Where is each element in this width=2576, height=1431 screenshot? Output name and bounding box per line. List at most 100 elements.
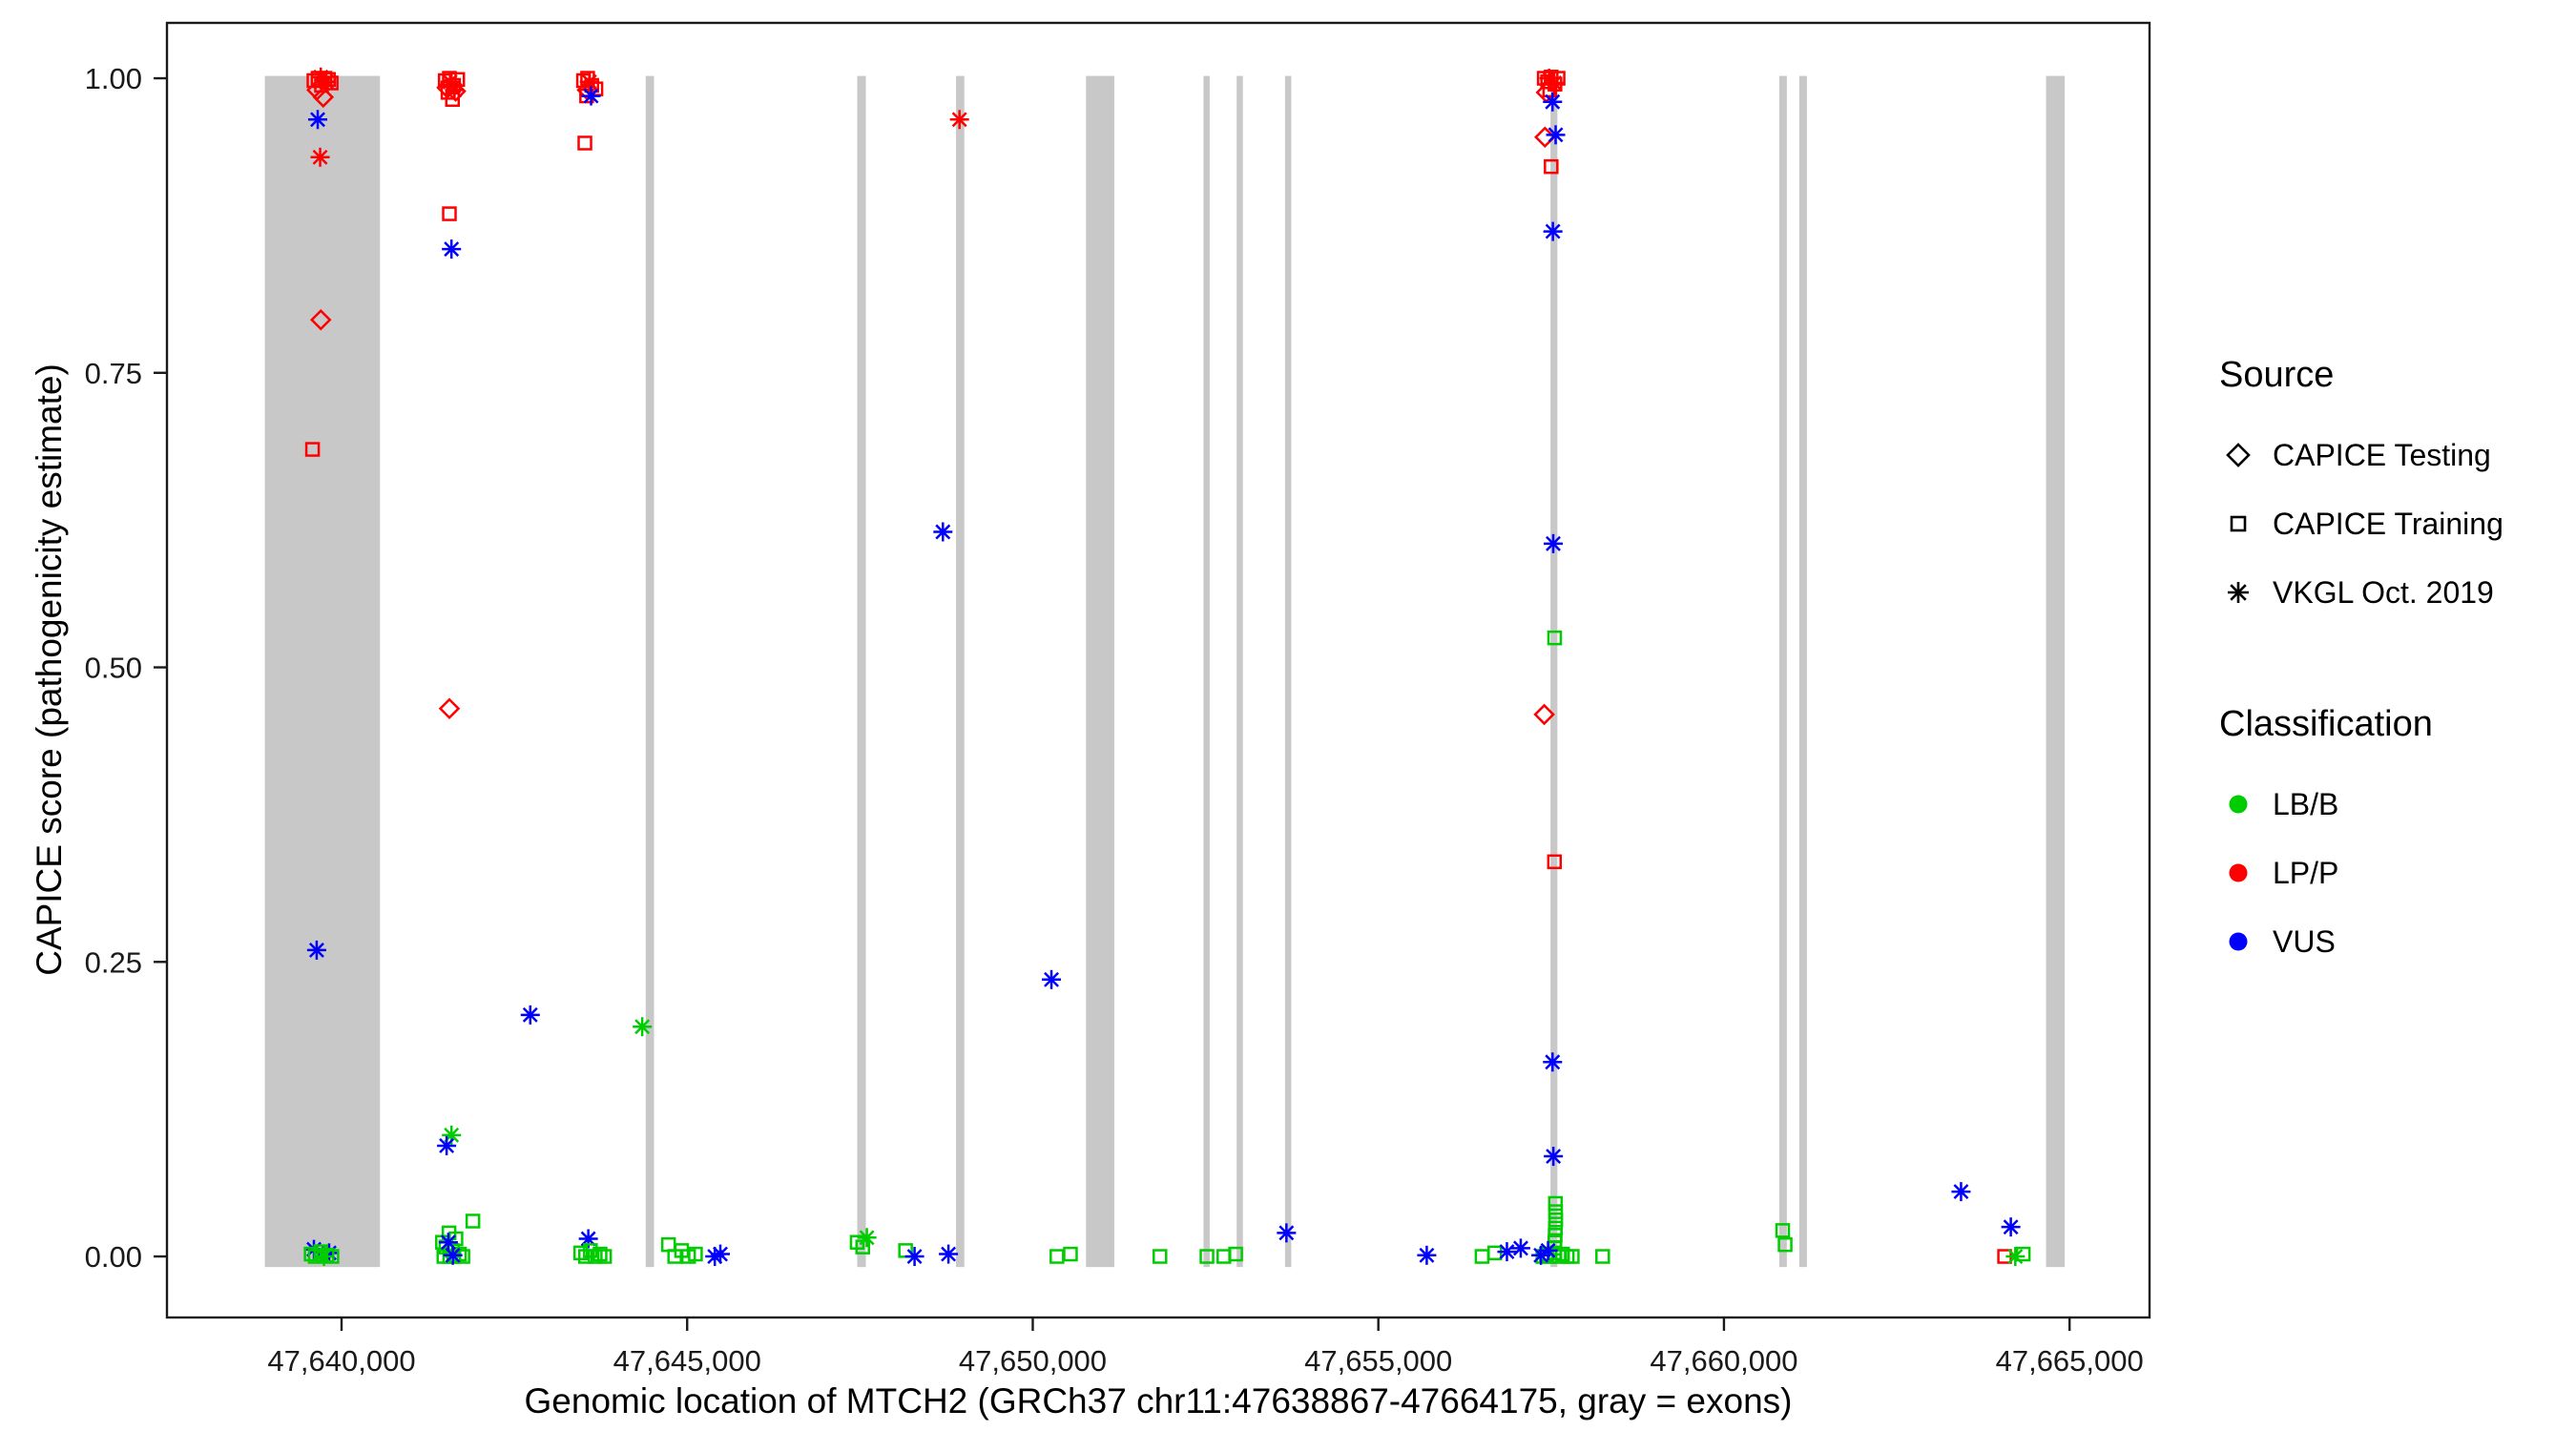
data-point — [1775, 1223, 1791, 1238]
data-point — [1547, 630, 1563, 646]
data-point — [304, 442, 321, 457]
data-point — [1216, 1249, 1232, 1264]
data-point — [904, 1247, 924, 1267]
exon-bar — [2046, 75, 2066, 1268]
data-point — [1153, 1249, 1168, 1264]
data-point — [1277, 1223, 1297, 1243]
data-point — [438, 697, 461, 720]
legend-item-label: VUS — [2273, 923, 2336, 959]
data-point — [1474, 1249, 1490, 1264]
legend-item-label: VKGL Oct. 2019 — [2273, 574, 2494, 610]
data-point — [448, 1231, 464, 1247]
legend-item-label: LB/B — [2273, 786, 2339, 821]
exon-bar — [264, 75, 381, 1268]
data-point — [1546, 125, 1566, 145]
square-icon — [2230, 515, 2247, 532]
red-dot-icon — [2229, 863, 2248, 882]
data-point — [1554, 1246, 1570, 1262]
legend-item-label: LP/P — [2273, 855, 2339, 890]
legend-source-title: Source — [2219, 355, 2335, 395]
data-point — [1548, 1212, 1564, 1228]
data-point — [588, 1249, 603, 1264]
data-point — [1951, 1182, 1971, 1202]
data-point — [1063, 1246, 1078, 1262]
data-point — [1595, 1249, 1610, 1264]
data-point — [443, 1245, 463, 1265]
exon-bar — [1284, 75, 1292, 1268]
data-point — [306, 940, 326, 960]
data-point — [1531, 1245, 1551, 1265]
data-point — [1548, 1195, 1564, 1212]
data-point — [1777, 1236, 1793, 1253]
data-point — [2015, 1246, 2031, 1262]
data-point — [711, 1244, 731, 1264]
green-dot-icon — [2229, 795, 2248, 814]
exon-bar — [857, 75, 866, 1268]
data-point — [1548, 1204, 1564, 1219]
data-point — [1565, 1249, 1580, 1264]
data-point — [438, 1233, 458, 1253]
x-tick-label: 47,640,000 — [267, 1344, 415, 1378]
data-point — [1543, 533, 1563, 553]
y-tick-label: 0.50 — [85, 652, 142, 685]
data-point — [660, 1236, 676, 1253]
data-point — [688, 1246, 703, 1262]
data-point — [1049, 1249, 1065, 1264]
legend-item-capice-testing: CAPICE Testing — [2219, 421, 2572, 489]
data-point — [1543, 1052, 1563, 1072]
data-point — [633, 1017, 653, 1037]
data-point — [1543, 92, 1563, 112]
data-point — [312, 86, 335, 109]
exon-bar — [1086, 75, 1114, 1268]
legend-item-lpp: LP/P — [2219, 839, 2572, 907]
x-tick-label: 47,645,000 — [613, 1344, 761, 1378]
data-point — [445, 80, 465, 100]
data-point — [596, 1249, 613, 1264]
data-point — [949, 110, 969, 130]
data-point — [577, 135, 592, 151]
y-axis-title: CAPICE score (pathogenicity estimate) — [30, 363, 69, 976]
data-point — [857, 1228, 877, 1248]
data-point — [1510, 1238, 1530, 1258]
data-point — [572, 1245, 589, 1261]
legend-item-vus: VUS — [2219, 907, 2572, 976]
legend-item-label: CAPICE Training — [2273, 506, 2503, 541]
diamond-icon — [2226, 443, 2251, 467]
x-tick-label: 47,650,000 — [959, 1344, 1107, 1378]
data-point — [309, 308, 332, 331]
legend-item-label: CAPICE Testing — [2273, 437, 2491, 472]
data-point — [1544, 158, 1559, 175]
exon-bar — [1778, 75, 1787, 1268]
data-point — [1497, 1242, 1517, 1262]
x-axis-title: Genomic location of MTCH2 (GRCh37 chr11:… — [524, 1381, 1793, 1421]
legend-item-capice-training: CAPICE Training — [2219, 489, 2572, 558]
data-point — [437, 1135, 457, 1155]
data-point — [1228, 1246, 1243, 1262]
data-point — [303, 1246, 319, 1262]
panel-border — [165, 21, 2151, 1319]
blue-dot-icon — [2229, 932, 2248, 951]
exon-bar — [645, 75, 654, 1268]
data-point — [1417, 1245, 1437, 1265]
legend-item-vkgl: VKGL Oct. 2019 — [2219, 558, 2572, 627]
data-point — [314, 1247, 334, 1267]
legend-classification-title: Classification — [2219, 704, 2433, 744]
y-tick-label: 0.00 — [85, 1240, 142, 1274]
data-point — [1547, 854, 1563, 870]
x-tick-label: 47,665,000 — [1996, 1344, 2144, 1378]
data-point — [308, 110, 328, 130]
legend-item-lbb: LB/B — [2219, 770, 2572, 839]
legend-classification: Classification LB/B LP/P VUS — [2219, 704, 2572, 976]
y-tick-label: 0.75 — [85, 357, 142, 390]
data-point — [939, 1244, 959, 1264]
data-point — [592, 1246, 608, 1262]
legend-source: Source CAPICE Testing CAPICE Training VK… — [2219, 355, 2572, 627]
y-tick-label: 1.00 — [85, 62, 142, 95]
data-point — [465, 1213, 481, 1229]
exon-bar — [1203, 75, 1210, 1268]
exon-bar — [1236, 75, 1243, 1268]
data-point — [933, 522, 953, 542]
exon-bar — [1798, 75, 1807, 1268]
